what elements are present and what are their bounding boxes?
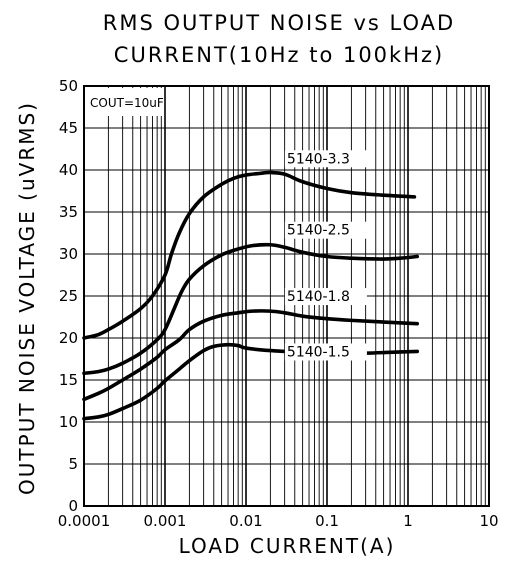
annotation-box xyxy=(86,88,164,116)
plot-frame xyxy=(83,85,490,507)
y-tick-label: 35 xyxy=(59,203,78,221)
x-tick-label: 0.01 xyxy=(229,512,262,530)
tick-labels: 0 5 10 15 20 25 30 35 40 45 50 0.0001 0.001 0.01 0.1 1 1… xyxy=(58,77,499,530)
y-axis-title: OUTPUT NOISE VOLTAGE (uVRMS) xyxy=(15,101,39,495)
y-tick-label: 50 xyxy=(59,77,78,95)
series-line-5140-1.8 xyxy=(82,309,420,402)
x-axis-title: LOAD CURRENT(A) xyxy=(179,534,396,558)
series-line-5140-3.3 xyxy=(82,170,417,340)
y-tick-label: 30 xyxy=(59,245,78,263)
y-tick-label: 25 xyxy=(59,287,78,305)
y-tick-label: 45 xyxy=(59,119,78,137)
grid xyxy=(84,86,489,506)
chart-title-line-1: RMS OUTPUT NOISE vs LOAD xyxy=(103,11,455,35)
series-label-bg xyxy=(284,288,367,306)
y-tick-label: 0 xyxy=(68,497,78,515)
series-label-5140-1.8: 5140-1.8 xyxy=(287,289,350,305)
series-labels: 5140-3.3 5140-2.5 5140-1.8 5140-1.5 xyxy=(284,150,367,361)
series-label-bg xyxy=(284,343,367,361)
x-tick-label: 1 xyxy=(403,512,413,530)
x-tick-label: 0.0001 xyxy=(58,512,111,530)
series-line-5140-2.5 xyxy=(82,242,420,376)
series-label-bg xyxy=(284,150,367,168)
y-tick-label: 5 xyxy=(68,455,78,473)
series-label-5140-2.5: 5140-2.5 xyxy=(287,223,350,239)
y-tick-label: 40 xyxy=(59,161,78,179)
series-label-bg xyxy=(284,221,367,239)
series-label-5140-1.5: 5140-1.5 xyxy=(287,344,350,360)
chart-title-line-2: CURRENT(10Hz to 100kHz) xyxy=(114,43,444,67)
x-tick-label: 0.1 xyxy=(315,512,339,530)
y-tick-label: 20 xyxy=(59,329,78,347)
x-tick-label: 0.001 xyxy=(144,512,187,530)
x-tick-label: 10 xyxy=(479,512,498,530)
cout-annotation: COUT=10uF xyxy=(90,96,164,110)
series-label-5140-3.3: 5140-3.3 xyxy=(287,151,350,167)
y-tick-label: 10 xyxy=(59,413,78,431)
y-tick-label: 15 xyxy=(59,371,78,389)
